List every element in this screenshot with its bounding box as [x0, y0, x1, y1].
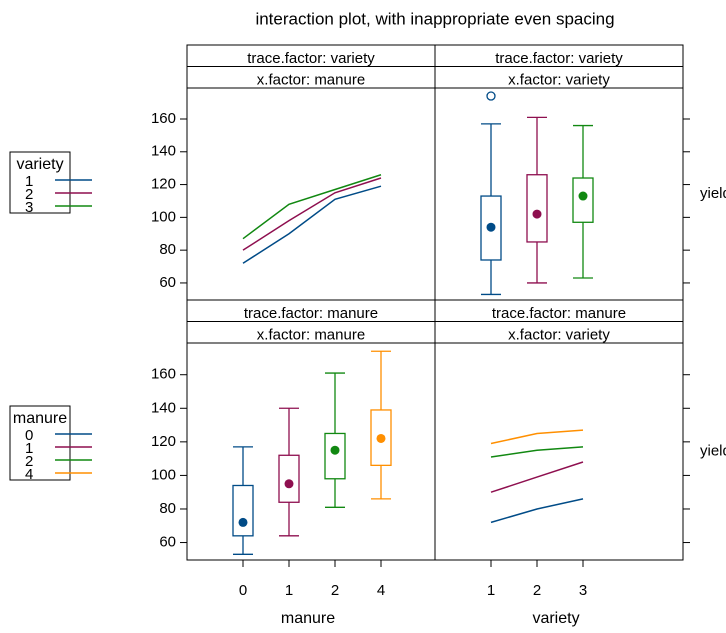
median-dot — [532, 209, 542, 219]
strip-label: trace.factor: manure — [244, 305, 378, 322]
series-line — [242, 177, 382, 251]
legend-label: 1 — [25, 440, 33, 457]
x-tick-label: 0 — [239, 582, 247, 599]
median-dot — [284, 479, 294, 489]
legend-label: 2 — [25, 186, 33, 203]
y-axis-title: yield — [700, 185, 726, 202]
y-tick-label: 80 — [159, 500, 176, 517]
legend-box — [9, 151, 71, 214]
series-line — [490, 429, 584, 445]
x-axis-title: variety — [532, 610, 579, 627]
median-dot — [376, 433, 386, 443]
panel — [434, 342, 684, 561]
median-dot — [238, 517, 248, 527]
x-tick-label: 2 — [533, 582, 541, 599]
y-tick-label: 80 — [159, 241, 176, 258]
series-line — [242, 185, 382, 264]
y-tick-label: 160 — [151, 366, 176, 383]
box — [278, 454, 300, 503]
y-tick-label: 100 — [151, 466, 176, 483]
x-tick-label: 1 — [285, 582, 293, 599]
y-tick-label: 60 — [159, 274, 176, 291]
strip-label: trace.factor: variety — [495, 50, 623, 67]
y-tick-label: 60 — [159, 534, 176, 551]
x-tick-label: 3 — [579, 582, 587, 599]
box — [324, 432, 346, 480]
strip-label: x.factor: manure — [257, 71, 365, 88]
series-line — [490, 498, 584, 524]
y-tick-label: 120 — [151, 176, 176, 193]
legend-label: 2 — [25, 453, 33, 470]
panel — [186, 87, 436, 301]
outlier — [486, 91, 496, 101]
strip-label: trace.factor: manure — [492, 305, 626, 322]
series-line — [490, 446, 584, 458]
box — [572, 177, 594, 223]
strip-label: x.factor: variety — [508, 71, 610, 88]
median-dot — [578, 191, 588, 201]
legend-label: 0 — [25, 427, 33, 444]
strip-label: trace.factor: variety — [247, 50, 375, 67]
panel — [434, 87, 684, 301]
x-tick-label: 4 — [377, 582, 385, 599]
legend-label: 1 — [25, 173, 33, 190]
strip-label: x.factor: variety — [508, 326, 610, 343]
y-tick-label: 140 — [151, 399, 176, 416]
legend-title: manure — [13, 410, 67, 427]
y-tick-label: 160 — [151, 110, 176, 127]
y-tick-label: 120 — [151, 433, 176, 450]
chart-title: interaction plot, with inappropriate eve… — [255, 9, 614, 28]
box — [232, 484, 254, 537]
legend-box — [9, 405, 71, 481]
median-dot — [330, 445, 340, 455]
legend-title: variety — [16, 156, 63, 173]
x-axis-title: manure — [281, 610, 335, 627]
y-tick-label: 140 — [151, 143, 176, 160]
panel — [186, 342, 436, 561]
x-tick-label: 2 — [331, 582, 339, 599]
legend-label: 3 — [25, 199, 33, 216]
series-line — [490, 461, 584, 493]
median-dot — [486, 222, 496, 232]
y-tick-label: 100 — [151, 208, 176, 225]
y-axis-title: yield — [700, 442, 726, 459]
x-tick-label: 1 — [487, 582, 495, 599]
legend-label: 4 — [25, 466, 33, 483]
strip-label: x.factor: manure — [257, 326, 365, 343]
series-line — [242, 174, 382, 240]
box — [370, 409, 392, 466]
box — [480, 195, 502, 261]
box — [526, 174, 548, 243]
